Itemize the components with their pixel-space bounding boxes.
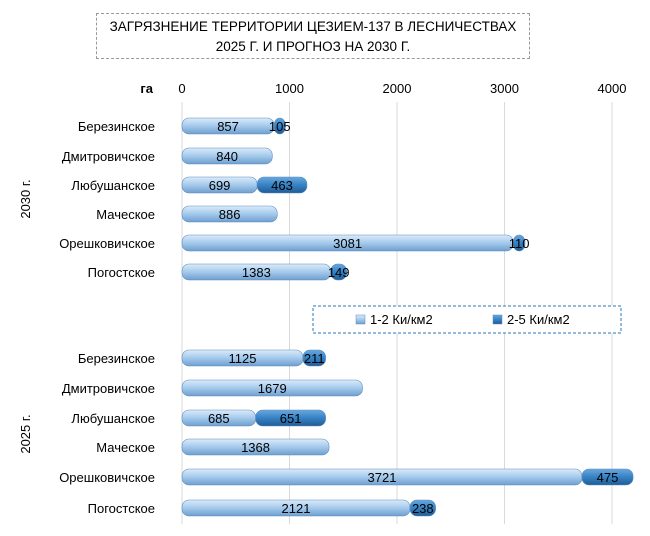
category-label: Погостское	[88, 265, 155, 280]
bar-segment-1-2	[181, 438, 330, 456]
data-label: 1679	[258, 381, 287, 396]
data-label: 2121	[282, 501, 311, 516]
data-label: 3081	[333, 236, 362, 251]
legend-swatch	[492, 314, 503, 325]
bar-segment-2-5	[256, 176, 308, 194]
category-label: Березинское	[78, 351, 155, 366]
data-label: 1383	[242, 265, 271, 280]
category-label: Орешковичское	[59, 470, 155, 485]
bar-segment-2-5	[330, 263, 347, 281]
category-label: Березинское	[78, 119, 155, 134]
group-label: 2025 г.	[18, 414, 33, 453]
x-tick-label: 3000	[490, 81, 519, 96]
bar-segment-1-2	[181, 147, 273, 165]
legend-swatch	[355, 314, 366, 325]
category-label: Орешковичское	[59, 236, 155, 251]
bar-segment-2-5	[302, 349, 326, 367]
x-tick-label: 0	[178, 81, 185, 96]
category-label: Дмитровичское	[62, 381, 155, 396]
chart-title: ЗАГРЯЗНЕНИЕ ТЕРРИТОРИИ ЦЕЗИЕМ-137 В ЛЕСН…	[96, 13, 530, 59]
category-label: Любушанское	[71, 178, 155, 193]
data-label: 1368	[241, 440, 270, 455]
data-label: 110	[509, 236, 530, 251]
x-tick-label: 1000	[275, 81, 304, 96]
category-label: Маческое	[96, 207, 155, 222]
category-label: Любушанское	[71, 411, 155, 426]
chart-title-line-1: ЗАГРЯЗНЕНИЕ ТЕРРИТОРИИ ЦЕЗИЕМ-137 В ЛЕСН…	[109, 19, 517, 34]
axis-unit-label: га	[140, 81, 153, 96]
data-label: 238	[412, 501, 434, 516]
category-label: Маческое	[96, 440, 155, 455]
bar-segment-2-5	[409, 499, 436, 517]
legend-label: 2-5 Ки/км2	[507, 312, 570, 327]
bar-segment-2-5	[512, 234, 526, 252]
bar-segment-1-2	[181, 205, 278, 223]
data-label: 475	[597, 470, 619, 485]
data-label: 105	[269, 119, 291, 134]
bar-segment-2-5	[273, 117, 286, 135]
data-label: 685	[208, 411, 230, 426]
data-label: 463	[271, 178, 293, 193]
bar-segment-2-5	[255, 409, 326, 427]
data-label: 651	[280, 411, 302, 426]
data-label: 1125	[228, 351, 256, 366]
group-label: 2030 г.	[18, 179, 33, 218]
data-label: 211	[304, 351, 325, 366]
x-tick-label: 4000	[598, 81, 627, 96]
bar-segment-2-5	[581, 468, 634, 486]
data-label: 886	[219, 207, 241, 222]
data-label: 857	[217, 119, 239, 134]
data-label: 699	[209, 178, 231, 193]
category-label: Погостское	[88, 501, 155, 516]
x-tick-label: 2000	[383, 81, 412, 96]
legend-label: 1-2 Ки/км2	[370, 312, 433, 327]
data-label: 149	[328, 265, 350, 280]
data-label: 3721	[368, 470, 397, 485]
chart-title-line-2: 2025 Г. И ПРОГНОЗ НА 2030 Г.	[215, 39, 411, 54]
data-label: 840	[216, 149, 238, 164]
bar-segment-1-2	[181, 379, 363, 397]
category-label: Дмитровичское	[62, 149, 155, 164]
